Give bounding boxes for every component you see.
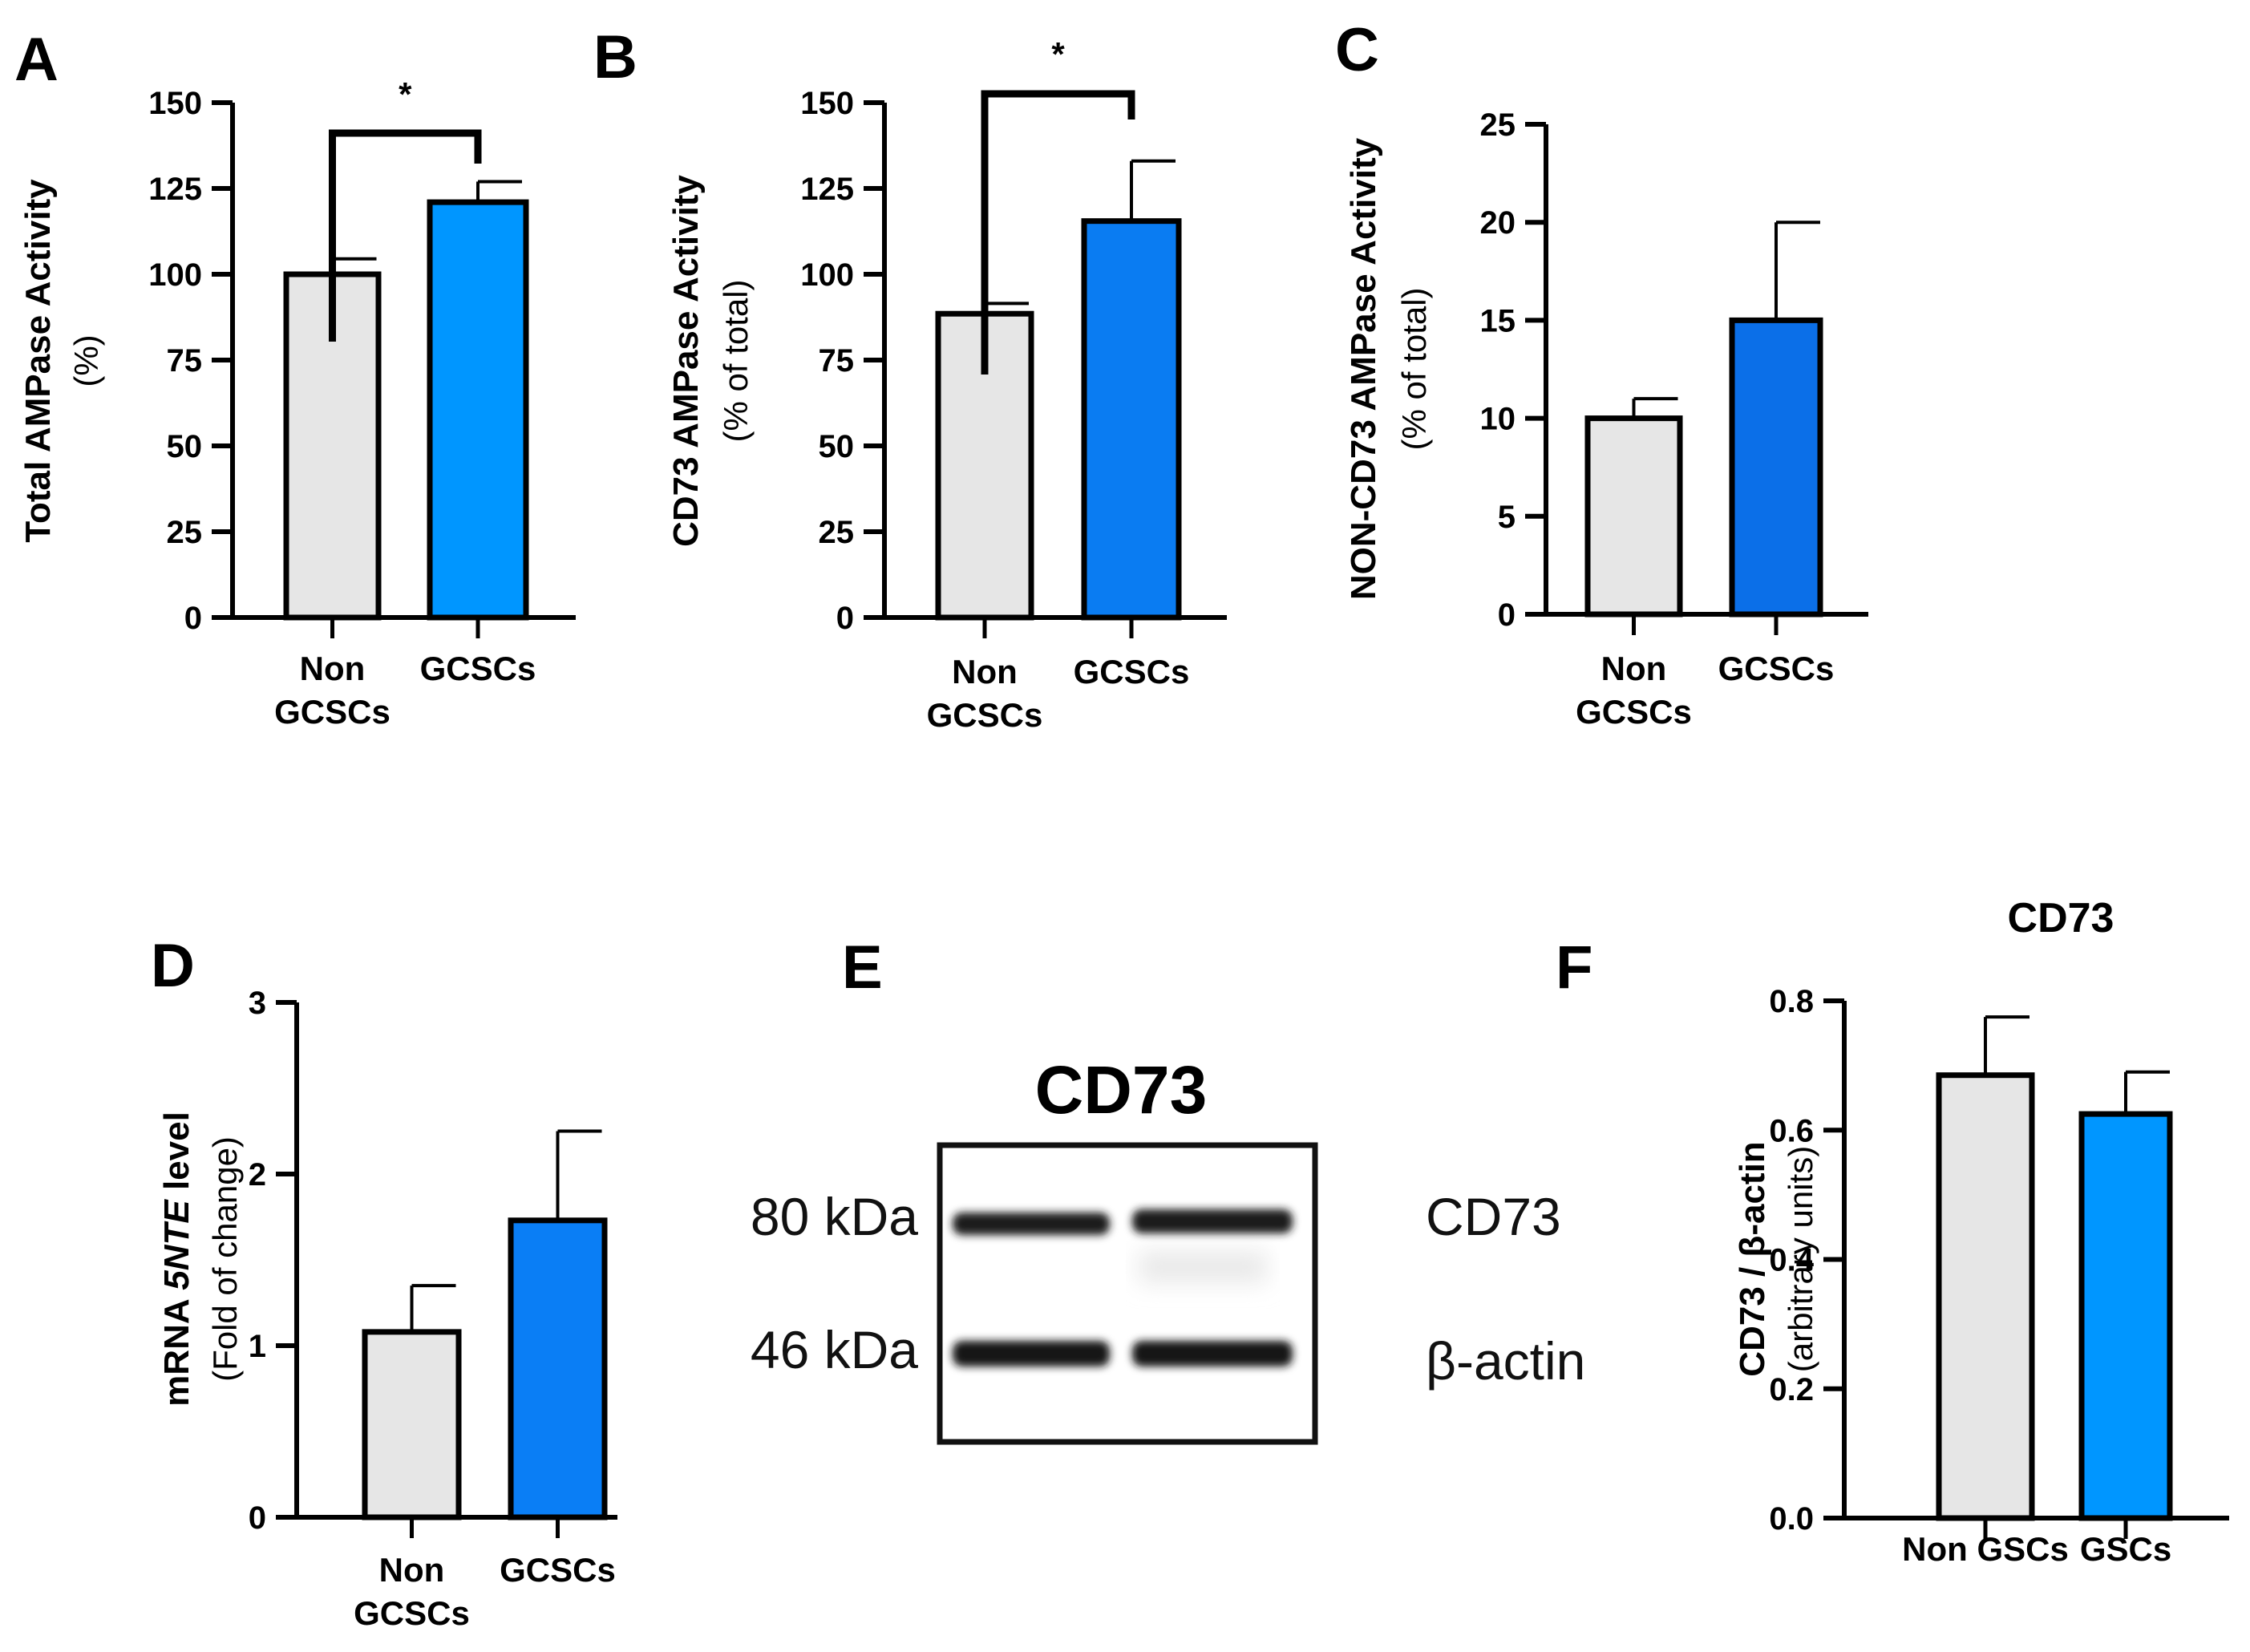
chart-a-y-tick-label-3: 75 (167, 343, 203, 379)
chart-c-bar-0 (1584, 415, 1683, 617)
band-label-cd73: CD73 (1426, 1187, 1561, 1246)
chart-a-total-ampase: 0 25 50 75 100 125 150 Non GCSCs GCSCs * Total AMPa… (18, 75, 576, 731)
chart-d-y-tick-label-2: 2 (249, 1157, 266, 1192)
chart-a-y-tick-label-1: 25 (167, 515, 203, 550)
chart-c-y-tick-label-5: 25 (1480, 107, 1516, 143)
chart-b-y-tick-label-1: 25 (819, 515, 855, 550)
chart-f-y-tick-label-2: 0.4 (1769, 1243, 1814, 1278)
chart-f-y-tick-label-3: 0.6 (1769, 1113, 1814, 1148)
chart-d-bar-1 (508, 1217, 608, 1520)
chart-d-y-axis-subtitle: (Fold of change) (206, 1136, 244, 1382)
chart-d-category-label-0-0: Non (379, 1551, 445, 1589)
western-blot-panel: CD73 80 kDa 46 kDa CD73 β-actin (751, 1052, 1585, 1445)
chart-c-y-tick-label-2: 10 (1480, 402, 1516, 437)
chart-b-y-tick-label-0: 0 (836, 601, 854, 636)
band-label-beta-actin: β-actin (1426, 1331, 1585, 1391)
blot-title: CD73 (1035, 1052, 1208, 1128)
chart-f-y-axis-subtitle: (arbitrary units) (1782, 1146, 1819, 1372)
chart-b-category-label-0-1: GCSCs (927, 696, 1043, 734)
chart-c-non-cd73-ampase: 0 5 10 15 20 25 Non GCSCs GCSCs NON-CD73 AMPase A… (1344, 107, 1868, 731)
chart-a-significance-bracket (329, 129, 482, 342)
chart-f-category-label-1-0: GSCs (2080, 1530, 2171, 1568)
chart-d-y-tick-label-1: 1 (249, 1329, 266, 1364)
chart-b-y-axis-title: CD73 AMPase Activity (666, 175, 706, 547)
chart-b-y-tick-label-4: 100 (800, 257, 854, 293)
chart-b-significance-star: * (1051, 35, 1065, 73)
chart-b-y-tick-label-5: 125 (800, 172, 854, 207)
panel-letter-d: D (151, 932, 195, 1000)
chart-f-y-tick-label-0: 0.0 (1769, 1501, 1814, 1537)
marker-80kda: 80 kDa (751, 1187, 918, 1246)
chart-b-cd73-ampase: 0 25 50 75 100 125 150 Non GCSCs GCSCs * CD73 AMPas… (666, 35, 1227, 734)
marker-46kda: 46 kDa (751, 1320, 918, 1379)
chart-a-significance-star: * (399, 75, 412, 113)
chart-b-y-tick-label-3: 75 (819, 343, 855, 379)
chart-d-y-tick-label-0: 0 (249, 1500, 266, 1536)
chart-d-y-tick-label-3: 3 (249, 986, 266, 1021)
chart-b-category-label-1-0: GCSCs (1074, 653, 1190, 690)
chart-d-category-label-0-1: GCSCs (354, 1594, 470, 1632)
chart-c-bar-1 (1729, 317, 1823, 617)
band-actin-lane-2 (1132, 1341, 1293, 1367)
chart-b-y-axis-subtitle: (% of total) (717, 279, 755, 442)
chart-d-bar-0 (362, 1329, 462, 1520)
chart-b-category-label-0-0: Non (952, 653, 1018, 690)
chart-a-category-label-0-0: Non (300, 650, 366, 687)
chart-a-y-tick-label-2: 50 (167, 429, 203, 464)
band-actin-lane-1 (953, 1341, 1110, 1367)
chart-a-category-label-1-0: GCSCs (420, 650, 536, 687)
chart-a-y-tick-label-0: 0 (184, 601, 202, 636)
chart-a-bar-1 (427, 199, 529, 621)
chart-c-y-tick-label-4: 20 (1480, 205, 1516, 241)
chart-f-y-tick-label-4: 0.8 (1769, 984, 1814, 1019)
panel-letter-a: A (14, 26, 59, 94)
panel-letter-c: C (1335, 16, 1379, 84)
chart-f-cd73-beta-actin: 0.0 0.2 0.4 0.6 0.8 Non GSCs GSCs CD73 / β-acti… (1733, 895, 2229, 1568)
panel-letter-b: B (593, 23, 637, 91)
chart-c-category-label-0-1: GCSCs (1576, 693, 1692, 731)
chart-d-category-label-1-0: GCSCs (500, 1551, 616, 1589)
chart-c-category-label-1-0: GCSCs (1718, 650, 1835, 687)
chart-c-y-tick-label-0: 0 (1498, 597, 1516, 633)
chart-f-bar-1 (2078, 1111, 2173, 1521)
panel-letter-f: F (1556, 933, 1592, 1002)
chart-a-category-label-0-1: GCSCs (274, 693, 391, 731)
chart-c-y-axis-title: NON-CD73 AMPase Activity (1344, 137, 1383, 600)
chart-a-y-axis-subtitle: (%) (67, 334, 105, 387)
chart-b-bar-1 (1081, 218, 1182, 621)
chart-c-y-axis-subtitle: (% of total) (1395, 287, 1433, 450)
chart-a-y-axis-title: Total AMPase Activity (18, 179, 58, 543)
blot-frame (937, 1142, 1318, 1445)
chart-b-y-tick-label-6: 150 (800, 86, 854, 121)
chart-f-y-tick-label-1: 0.2 (1769, 1372, 1814, 1407)
band-cd73-lane-2 (1132, 1209, 1293, 1233)
chart-c-y-tick-label-1: 5 (1498, 500, 1516, 535)
blot-background-smear (1139, 1251, 1267, 1283)
chart-c-y-tick-label-3: 15 (1480, 303, 1516, 338)
chart-b-significance-bracket (981, 90, 1135, 375)
chart-f-category-label-0-0: Non GSCs (1902, 1530, 2069, 1568)
chart-a-y-tick-label-5: 125 (148, 172, 202, 207)
chart-d-mrna-5nte: 0 1 2 3 Non GCSCs GCSCs mRNA 5NTE level (Fold of… (157, 986, 617, 1632)
chart-f-y-axis-title: CD73 / β-actin (1733, 1141, 1772, 1376)
chart-f-bar-0 (1936, 1072, 2035, 1521)
chart-f-title: CD73 (2008, 895, 2114, 941)
chart-c-category-label-0-0: Non (1601, 650, 1667, 687)
chart-b-y-tick-label-2: 50 (819, 429, 855, 464)
chart-d-y-axis-title: mRNA 5NTE level (157, 1111, 196, 1407)
panel-letter-e: E (842, 933, 883, 1002)
chart-a-y-tick-label-6: 150 (148, 86, 202, 121)
band-cd73-lane-1 (953, 1213, 1110, 1235)
chart-a-y-tick-label-4: 100 (148, 257, 202, 293)
